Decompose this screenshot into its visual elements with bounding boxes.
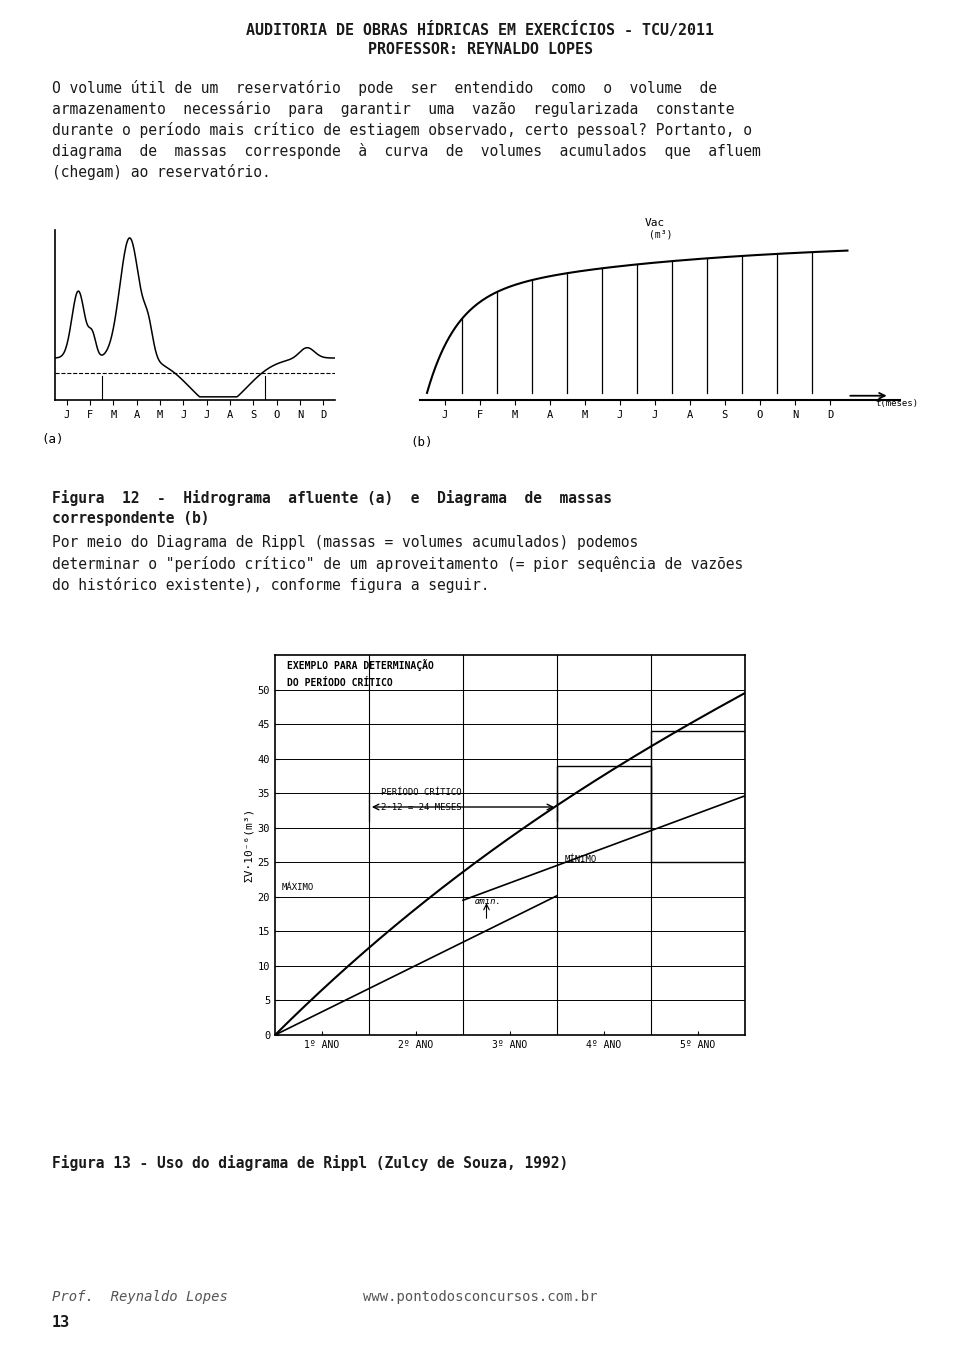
Text: correspondente (b): correspondente (b) (52, 511, 209, 526)
Text: Por meio do Diagrama de Rippl (massas = volumes acumulados) podemos: Por meio do Diagrama de Rippl (massas = … (52, 536, 638, 550)
Text: diagrama  de  massas  corresponde  à  curva  de  volumes  acumulados  que  aflue: diagrama de massas corresponde à curva d… (52, 143, 760, 159)
Text: (chegam) ao reservatório.: (chegam) ao reservatório. (52, 165, 271, 179)
Text: MÁXIMO: MÁXIMO (281, 882, 314, 892)
Text: Figura  12  -  Hidrograma  afluente (a)  e  Diagrama  de  massas: Figura 12 - Hidrograma afluente (a) e Di… (52, 490, 612, 506)
Text: O volume útil de um  reservatório  pode  ser  entendido  como  o  volume  de: O volume útil de um reservatório pode se… (52, 80, 717, 96)
Y-axis label: ΣV·10⁻⁶(m³): ΣV·10⁻⁶(m³) (244, 808, 253, 882)
Text: Prof.  Reynaldo Lopes: Prof. Reynaldo Lopes (52, 1290, 228, 1304)
Text: armazenamento  necessário  para  garantir  uma  vazão  regularizada  constante: armazenamento necessário para garantir u… (52, 101, 734, 117)
Text: do histórico existente), conforme figura a seguir.: do histórico existente), conforme figura… (52, 577, 490, 594)
Text: PROFESSOR: REYNALDO LOPES: PROFESSOR: REYNALDO LOPES (368, 42, 592, 57)
Text: DO PERÍODO CRÍTICO: DO PERÍODO CRÍTICO (287, 679, 393, 688)
Text: (m³): (m³) (650, 229, 673, 240)
Text: Vac: Vac (644, 219, 664, 228)
Text: AUDITORIA DE OBRAS HÍDRICAS EM EXERCÍCIOS - TCU/2011: AUDITORIA DE OBRAS HÍDRICAS EM EXERCÍCIO… (246, 22, 714, 38)
Text: determinar o "período crítico" de um aproveitamento (= pior sequência de vazões: determinar o "período crítico" de um apr… (52, 556, 743, 572)
Text: 13: 13 (52, 1315, 70, 1330)
Text: durante o período mais crítico de estiagem observado, certo pessoal? Portanto, o: durante o período mais crítico de estiag… (52, 121, 752, 138)
Text: αmin.: αmin. (475, 897, 502, 905)
Text: www.pontodosconcursos.com.br: www.pontodosconcursos.com.br (363, 1290, 597, 1304)
Text: 2·12 = 24 MESES: 2·12 = 24 MESES (381, 804, 462, 812)
Text: t(meses): t(meses) (876, 398, 919, 407)
Text: (a): (a) (41, 433, 63, 445)
Text: PERÍODO CRÍTICO: PERÍODO CRÍTICO (381, 788, 462, 796)
Text: (b): (b) (411, 436, 433, 449)
Text: EXEMPLO PARA DETERMINAÇÃO: EXEMPLO PARA DETERMINAÇÃO (287, 658, 434, 670)
Text: MÍNIMO: MÍNIMO (564, 855, 597, 865)
Text: Figura 13 - Uso do diagrama de Rippl (Zulcy de Souza, 1992): Figura 13 - Uso do diagrama de Rippl (Zu… (52, 1155, 568, 1171)
